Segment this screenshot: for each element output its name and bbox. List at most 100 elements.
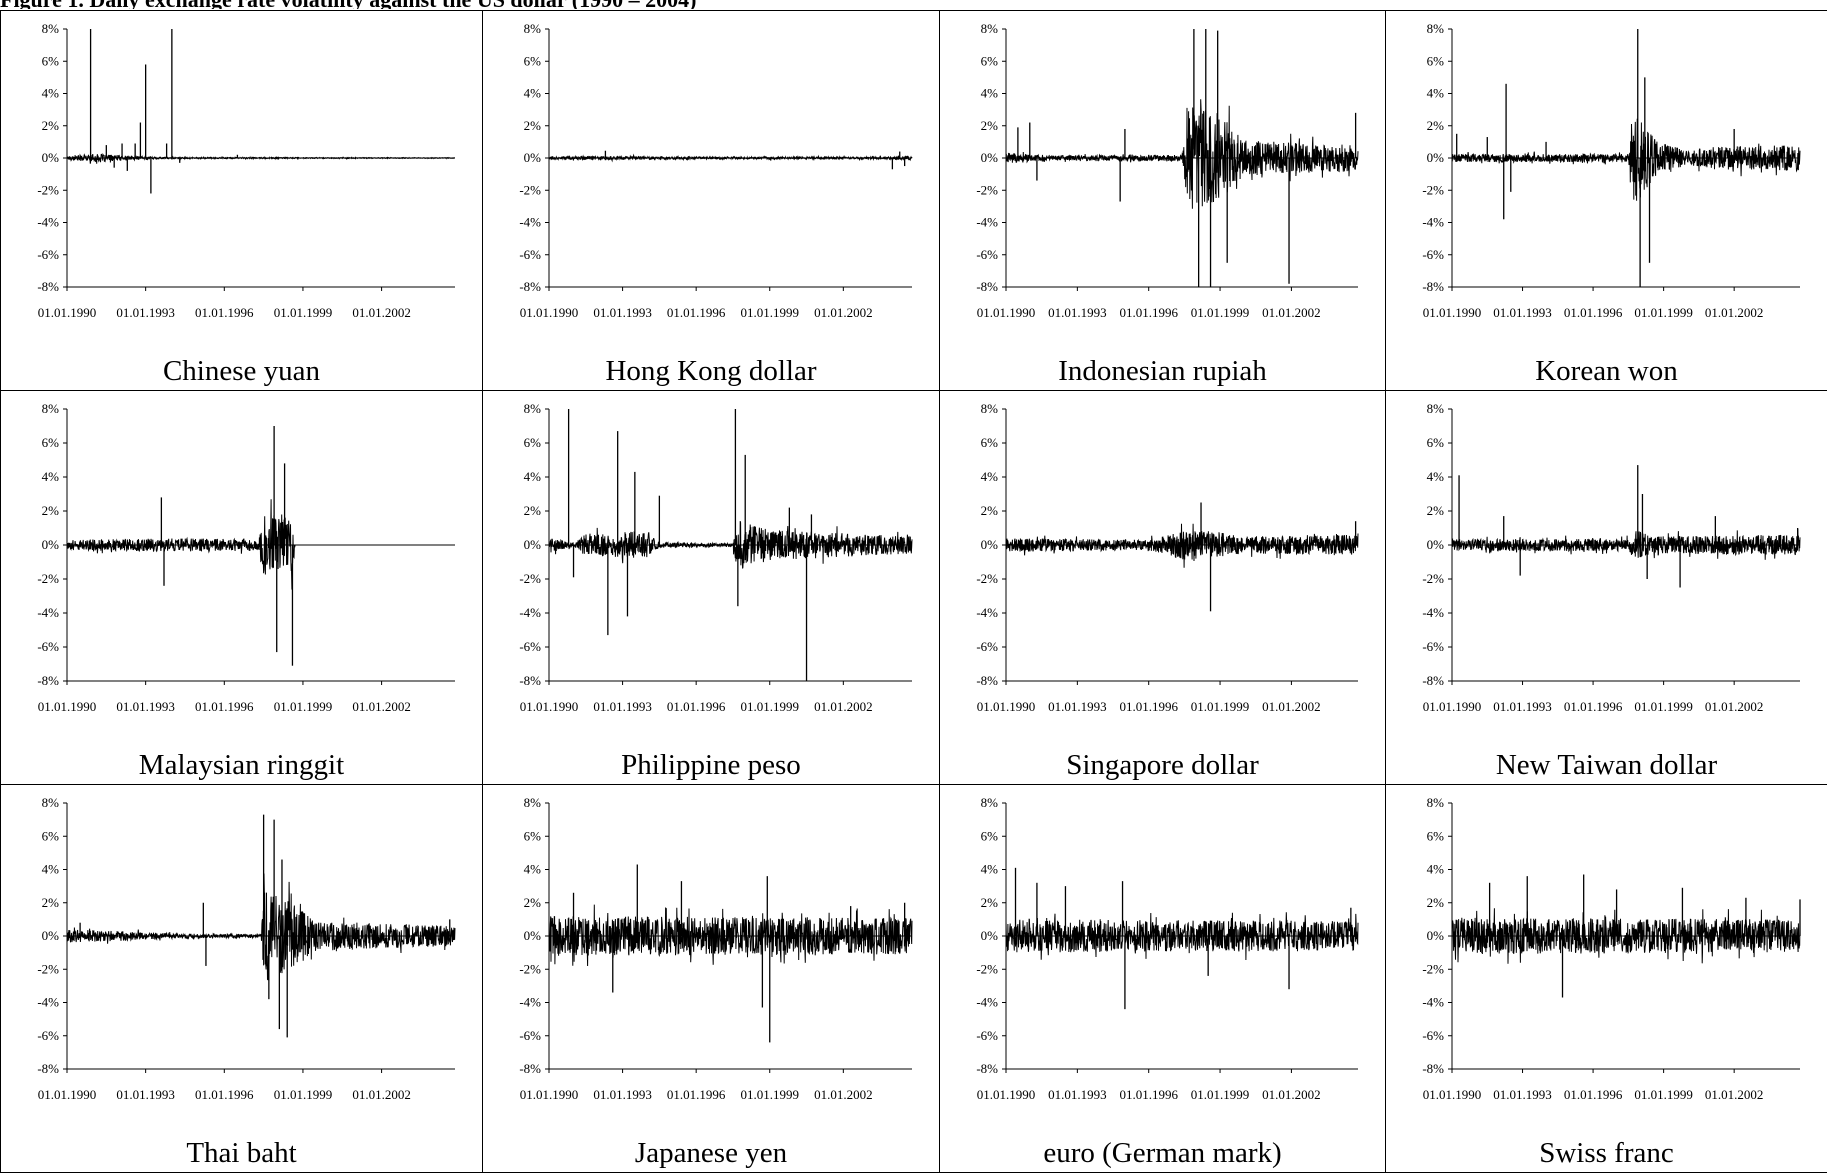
x-tick-label: 01.01.1996 bbox=[1564, 699, 1623, 714]
y-tick-label: 8% bbox=[524, 401, 542, 416]
series-line bbox=[548, 153, 913, 163]
x-tick-label: 01.01.1996 bbox=[667, 1087, 726, 1102]
y-tick-label: -8% bbox=[37, 673, 59, 688]
y-tick-label: 2% bbox=[524, 118, 542, 133]
x-tick-label: 01.01.1996 bbox=[1119, 305, 1178, 320]
chart-title: Japanese yen bbox=[634, 1137, 788, 1169]
y-tick-label: 0% bbox=[524, 537, 542, 552]
x-tick-label: 01.01.1996 bbox=[1564, 1087, 1623, 1102]
y-tick-label: -8% bbox=[37, 279, 59, 294]
x-tick-label: 01.01.2002 bbox=[814, 699, 873, 714]
y-tick-label: -6% bbox=[519, 247, 541, 262]
y-tick-label: -8% bbox=[519, 1061, 541, 1076]
y-tick-label: 6% bbox=[981, 53, 999, 68]
y-tick-label: 8% bbox=[42, 21, 60, 36]
y-tick-label: -6% bbox=[976, 247, 998, 262]
y-tick-label: 4% bbox=[524, 862, 542, 877]
y-tick-label: 6% bbox=[524, 828, 542, 843]
y-tick-label: 4% bbox=[524, 469, 542, 484]
y-tick-label: 6% bbox=[981, 828, 999, 843]
y-tick-label: 0% bbox=[524, 928, 542, 943]
y-tick-label: 0% bbox=[42, 150, 60, 165]
chart-title: euro (German mark) bbox=[1043, 1137, 1282, 1169]
x-tick-label: 01.01.1993 bbox=[1048, 1087, 1107, 1102]
x-tick-label: 01.01.2002 bbox=[352, 699, 411, 714]
y-tick-label: 6% bbox=[42, 828, 60, 843]
y-tick-label: -8% bbox=[519, 673, 541, 688]
x-tick-label: 01.01.1990 bbox=[520, 699, 579, 714]
y-tick-label: 8% bbox=[1427, 401, 1445, 416]
x-tick-label: 01.01.1999 bbox=[1634, 305, 1693, 320]
y-tick-label: -6% bbox=[37, 639, 59, 654]
y-tick-label: 4% bbox=[42, 862, 60, 877]
chart-plot: 8% 6% 4% 2% 0% -2% -4% -6% -8% 01.01.1990 01.01.19… bbox=[976, 401, 1359, 714]
x-tick-label: 01.01.1990 bbox=[977, 305, 1036, 320]
x-tick-label: 01.01.1999 bbox=[1191, 699, 1250, 714]
y-tick-label: -4% bbox=[37, 215, 59, 230]
x-tick-label: 01.01.1990 bbox=[38, 305, 97, 320]
chart-title: Chinese yuan bbox=[162, 355, 321, 387]
y-tick-label: -4% bbox=[519, 995, 541, 1010]
y-tick-label: -8% bbox=[37, 1061, 59, 1076]
y-tick-label: 6% bbox=[42, 435, 60, 450]
y-tick-label: 6% bbox=[981, 435, 999, 450]
y-tick-label: -2% bbox=[37, 961, 59, 976]
y-tick-label: -6% bbox=[1422, 1028, 1444, 1043]
x-tick-label: 01.01.1996 bbox=[195, 305, 254, 320]
chart-title: Swiss franc bbox=[1539, 1137, 1674, 1169]
y-tick-label: 0% bbox=[524, 150, 542, 165]
chart-panel: 8% 6% 4% 2% 0% -2% -4% -6% -8% 01.01.1990 01.01.19… bbox=[1385, 390, 1827, 785]
y-tick-label: -2% bbox=[519, 961, 541, 976]
chart-panel: 8% 6% 4% 2% 0% -2% -4% -6% -8% 01.01.1990 01.01.19… bbox=[0, 10, 483, 391]
y-tick-label: -8% bbox=[976, 279, 998, 294]
y-tick-label: 0% bbox=[981, 150, 999, 165]
series-line bbox=[1005, 99, 1359, 209]
y-tick-label: -2% bbox=[1422, 961, 1444, 976]
series-line bbox=[1451, 118, 1801, 201]
x-tick-label: 01.01.2002 bbox=[1705, 305, 1764, 320]
y-tick-label: 2% bbox=[1427, 503, 1445, 518]
y-tick-label: 2% bbox=[981, 895, 999, 910]
y-tick-label: 2% bbox=[42, 895, 60, 910]
y-tick-label: 4% bbox=[1427, 469, 1445, 484]
y-tick-label: 2% bbox=[981, 503, 999, 518]
x-tick-label: 01.01.1999 bbox=[274, 699, 333, 714]
y-tick-label: -8% bbox=[976, 673, 998, 688]
y-tick-label: 8% bbox=[981, 21, 999, 36]
x-tick-label: 01.01.1993 bbox=[593, 305, 652, 320]
chart-title: Korean won bbox=[1535, 355, 1678, 387]
x-tick-label: 01.01.1990 bbox=[1423, 305, 1482, 320]
y-tick-label: -2% bbox=[37, 571, 59, 586]
x-tick-label: 01.01.1996 bbox=[1119, 1087, 1178, 1102]
chart-title: Malaysian ringgit bbox=[138, 749, 345, 781]
chart-plot: 8% 6% 4% 2% 0% -2% -4% -6% -8% 01.01.1990 01.01.19… bbox=[1422, 401, 1801, 714]
y-tick-label: 2% bbox=[42, 118, 60, 133]
x-tick-label: 01.01.1996 bbox=[195, 699, 254, 714]
chart-panel: 8% 6% 4% 2% 0% -2% -4% -6% -8% 01.01.1990 01.01.19… bbox=[0, 390, 483, 785]
y-tick-label: -6% bbox=[519, 639, 541, 654]
y-tick-label: 8% bbox=[1427, 795, 1445, 810]
x-tick-label: 01.01.1993 bbox=[593, 1087, 652, 1102]
y-tick-label: 0% bbox=[981, 928, 999, 943]
chart-title: Indonesian rupiah bbox=[1058, 355, 1267, 387]
y-tick-label: -6% bbox=[37, 1028, 59, 1043]
x-tick-label: 01.01.1993 bbox=[1493, 305, 1552, 320]
y-tick-label: -6% bbox=[1422, 639, 1444, 654]
y-tick-label: -6% bbox=[976, 639, 998, 654]
x-tick-label: 01.01.1999 bbox=[274, 1087, 333, 1102]
series-line bbox=[66, 873, 456, 981]
chart-plot: 8% 6% 4% 2% 0% -2% -4% -6% -8% 01.01.1990 01.01.19… bbox=[519, 401, 913, 714]
y-tick-label: -2% bbox=[519, 182, 541, 197]
y-tick-label: -4% bbox=[519, 215, 541, 230]
x-tick-label: 01.01.1993 bbox=[593, 699, 652, 714]
y-tick-label: 8% bbox=[42, 401, 60, 416]
chart-plot: 8% 6% 4% 2% 0% -2% -4% -6% -8% 01.01.1990 01.01.19… bbox=[1422, 21, 1801, 320]
x-tick-label: 01.01.1999 bbox=[740, 305, 799, 320]
y-tick-label: -6% bbox=[519, 1028, 541, 1043]
y-tick-label: 0% bbox=[1427, 537, 1445, 552]
y-tick-label: -4% bbox=[976, 995, 998, 1010]
chart-plot: 8% 6% 4% 2% 0% -2% -4% -6% -8% 01.01.1990 01.01.19… bbox=[37, 21, 455, 320]
x-tick-label: 01.01.2002 bbox=[352, 305, 411, 320]
y-tick-label: -8% bbox=[976, 1061, 998, 1076]
y-tick-label: 0% bbox=[42, 537, 60, 552]
